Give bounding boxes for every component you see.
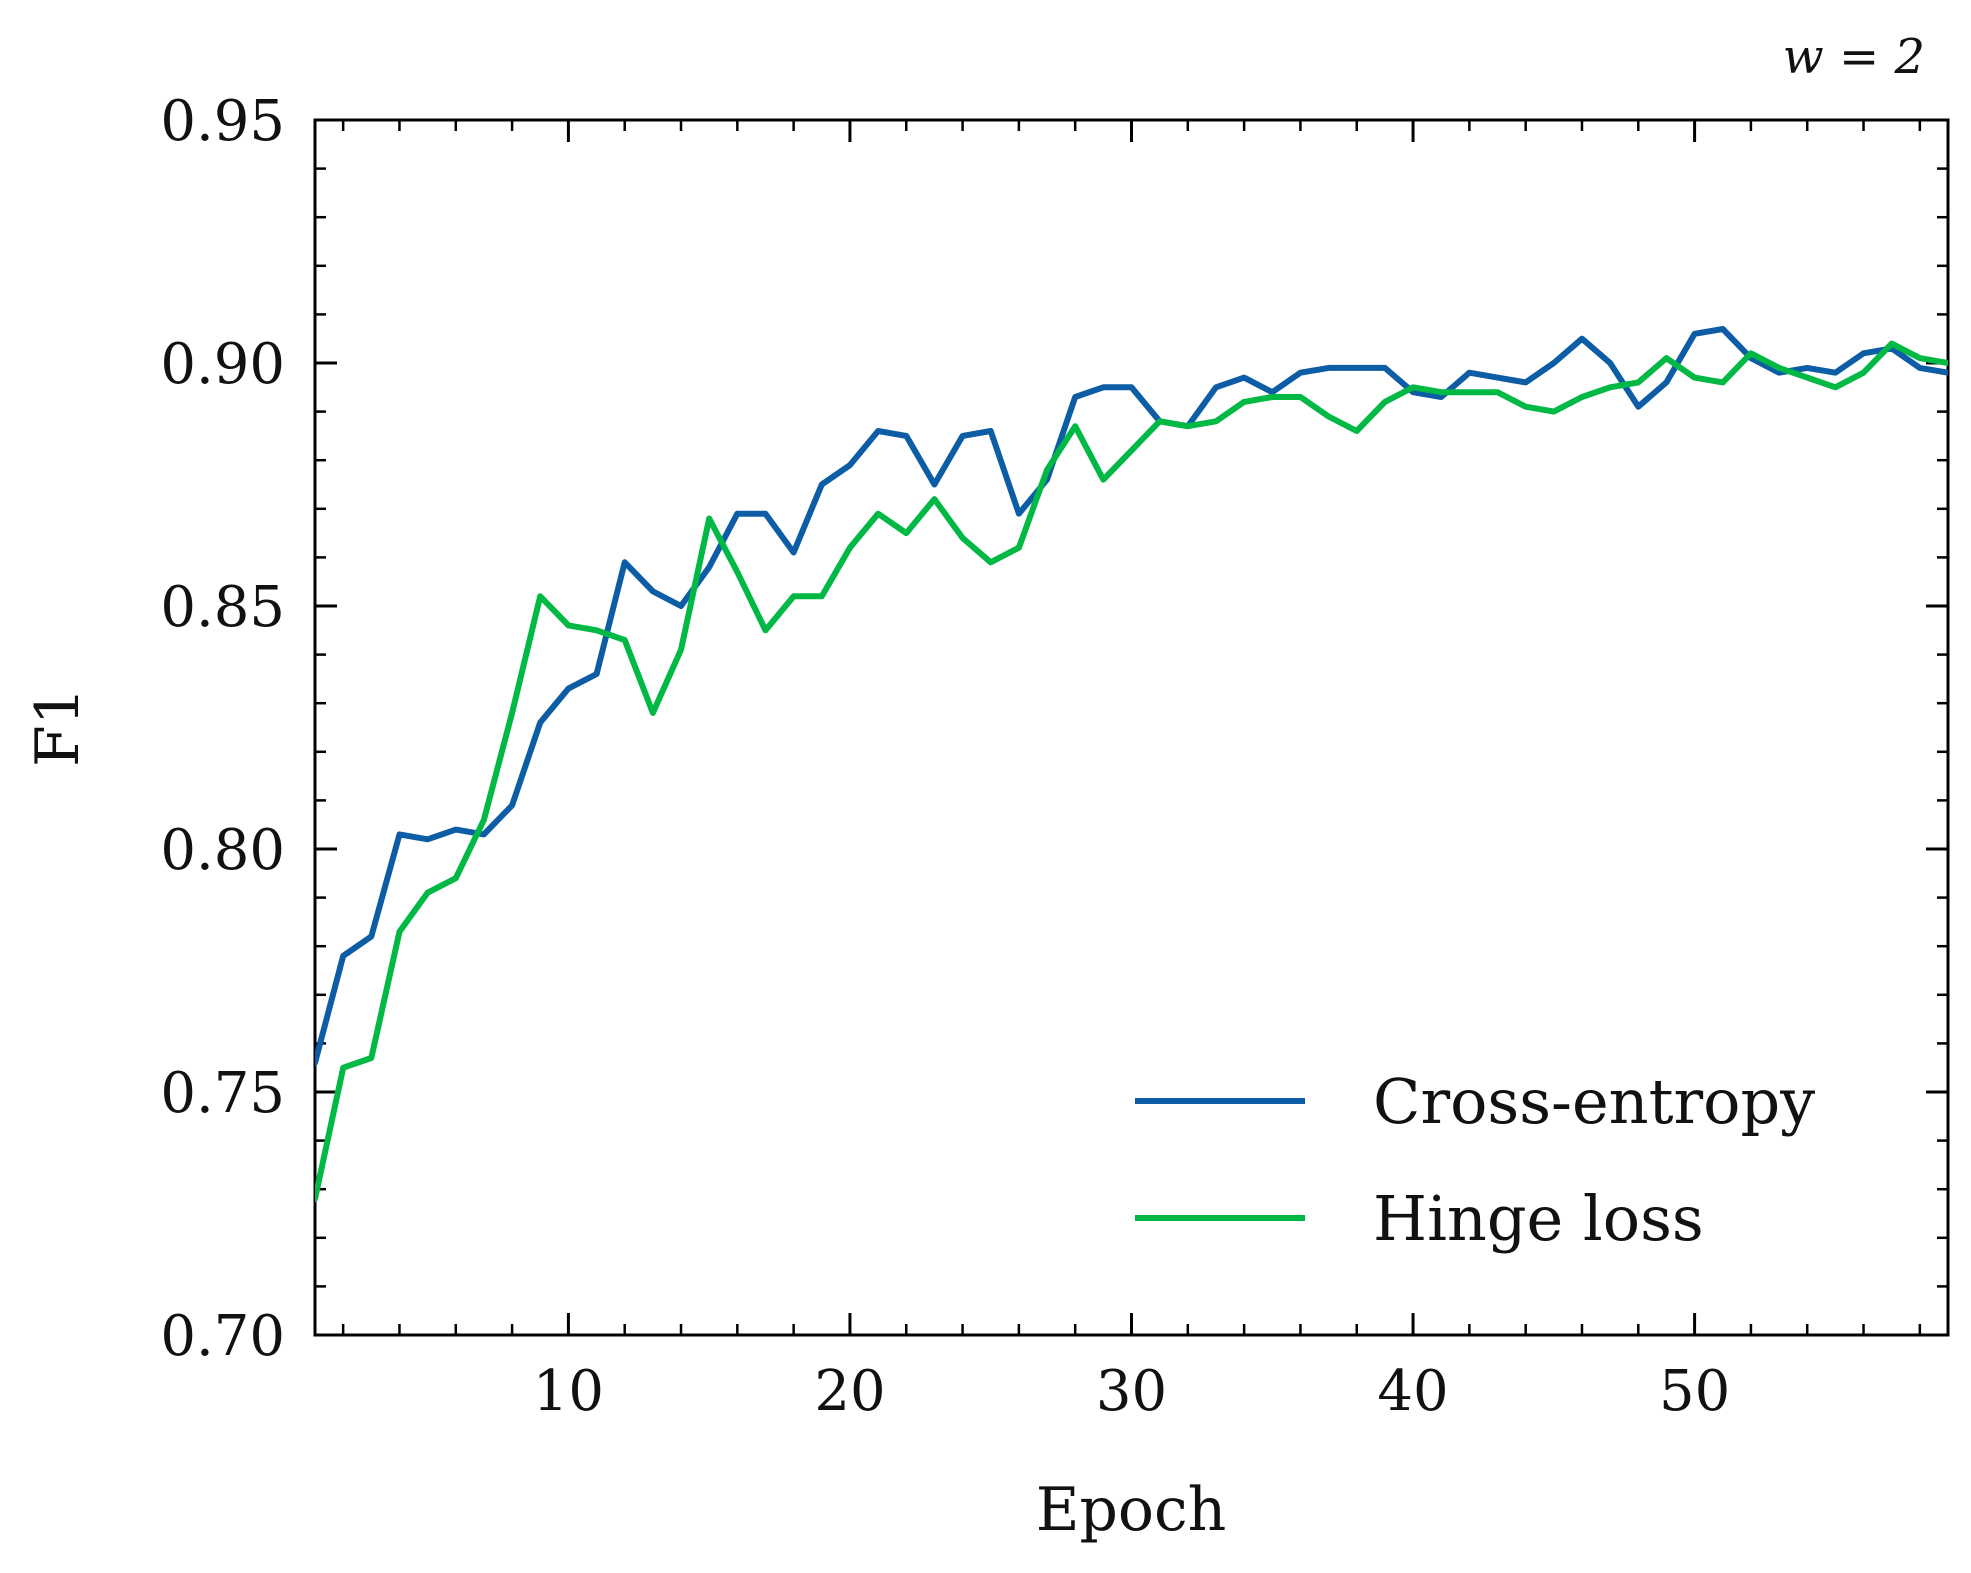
y-tick-label: 0.75 xyxy=(160,1061,285,1126)
y-tick-label: 0.85 xyxy=(160,575,285,640)
series-layer xyxy=(315,326,1948,1202)
legend: Cross-entropy Hinge loss xyxy=(1135,1065,1815,1255)
legend-label: Hinge loss xyxy=(1373,1182,1704,1255)
y-tick-label: 0.80 xyxy=(160,818,285,883)
x-tick-label: 10 xyxy=(533,1359,604,1424)
tick-labels: 10 20 30 40 50 0.70 0.75 0.80 0.85 0.90 0.95 xyxy=(160,89,1730,1424)
plot-frame xyxy=(313,118,1950,1337)
y-tick-label: 0.95 xyxy=(160,89,285,154)
series-line-hinge-loss xyxy=(315,340,1948,1202)
y-tick-label: 0.70 xyxy=(160,1304,285,1369)
tick-marks xyxy=(315,118,1948,1337)
y-tick-label: 0.90 xyxy=(160,332,285,397)
y-axis-label: F1 xyxy=(23,687,93,767)
chart-annotation: w = 2 xyxy=(1783,29,1925,85)
series-line-cross-entropy xyxy=(315,326,1948,1066)
x-tick-label: 30 xyxy=(1096,1359,1167,1424)
x-tick-label: 40 xyxy=(1377,1359,1448,1424)
x-axis-label: Epoch xyxy=(1036,1475,1227,1545)
x-tick-label: 50 xyxy=(1659,1359,1730,1424)
x-tick-label: 20 xyxy=(814,1359,885,1424)
legend-label: Cross-entropy xyxy=(1373,1065,1815,1138)
plot-area xyxy=(313,118,1950,1337)
